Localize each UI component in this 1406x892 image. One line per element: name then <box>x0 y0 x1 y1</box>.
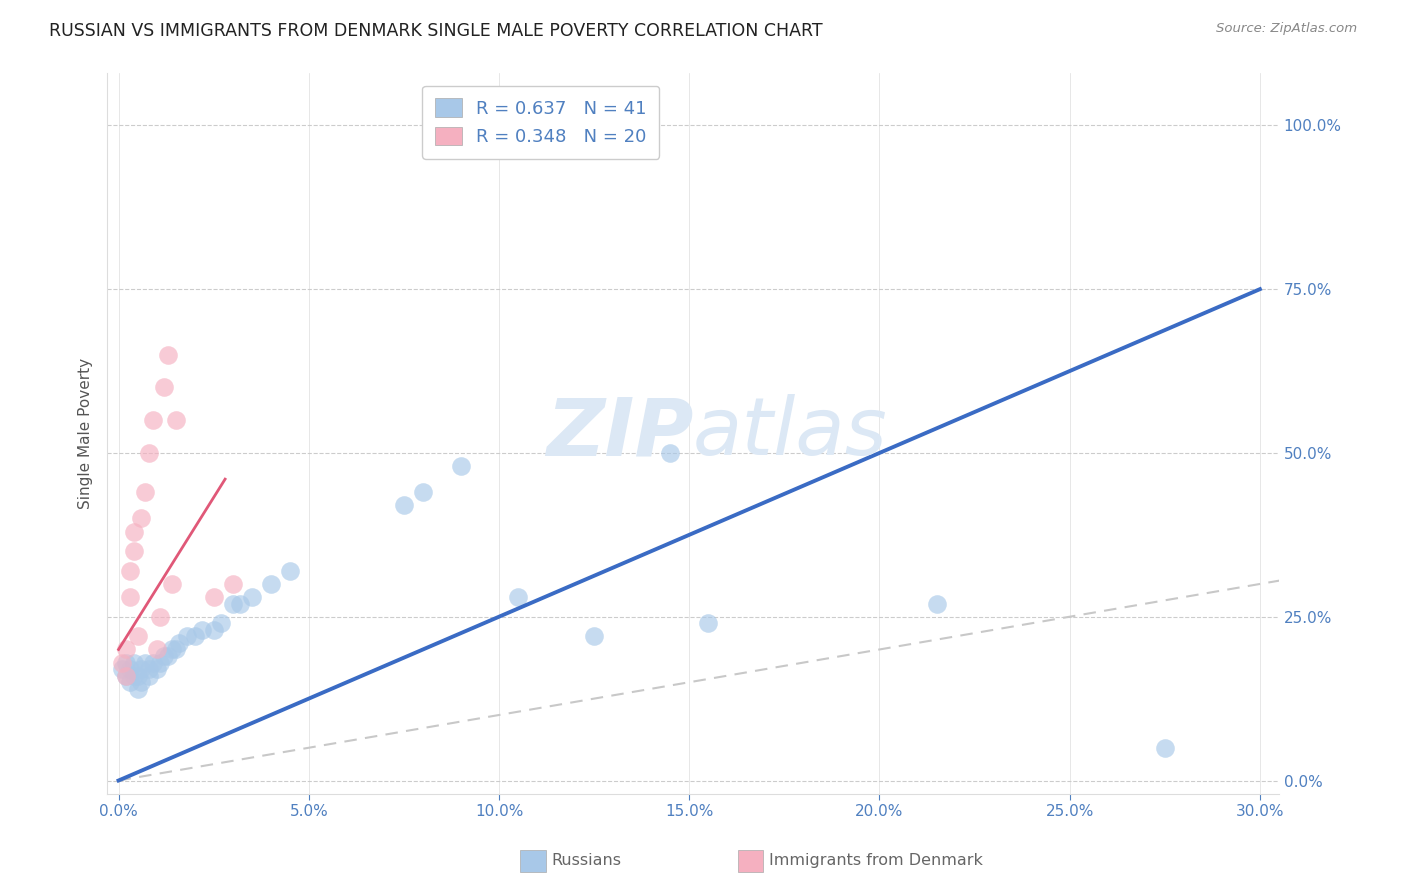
Point <box>153 648 176 663</box>
Point <box>127 681 149 696</box>
Point <box>157 648 180 663</box>
Point <box>138 446 160 460</box>
Point <box>202 590 225 604</box>
Point <box>149 609 172 624</box>
Y-axis label: Single Male Poverty: Single Male Poverty <box>79 358 93 508</box>
Point <box>260 577 283 591</box>
Point <box>160 642 183 657</box>
Point <box>118 590 141 604</box>
Point <box>659 446 682 460</box>
Point <box>229 597 252 611</box>
Point <box>176 629 198 643</box>
Legend: R = 0.637   N = 41, R = 0.348   N = 20: R = 0.637 N = 41, R = 0.348 N = 20 <box>422 86 659 159</box>
Point <box>183 629 205 643</box>
Point <box>145 662 167 676</box>
Text: Immigrants from Denmark: Immigrants from Denmark <box>769 854 983 868</box>
Point <box>118 675 141 690</box>
Text: ZIP: ZIP <box>546 394 693 472</box>
Point <box>122 544 145 558</box>
Point <box>138 668 160 682</box>
Point <box>583 629 606 643</box>
Point <box>115 668 138 682</box>
Point <box>115 656 138 670</box>
Point <box>165 642 187 657</box>
Point <box>122 668 145 682</box>
Text: atlas: atlas <box>693 394 887 472</box>
Point <box>169 636 191 650</box>
Point <box>202 623 225 637</box>
Point <box>127 629 149 643</box>
Point <box>191 623 214 637</box>
Point <box>165 413 187 427</box>
Text: RUSSIAN VS IMMIGRANTS FROM DENMARK SINGLE MALE POVERTY CORRELATION CHART: RUSSIAN VS IMMIGRANTS FROM DENMARK SINGL… <box>49 22 823 40</box>
Point <box>131 675 153 690</box>
Point <box>134 485 156 500</box>
Point <box>222 577 245 591</box>
Text: Russians: Russians <box>551 854 621 868</box>
Point <box>134 656 156 670</box>
Point <box>145 642 167 657</box>
Point <box>118 662 141 676</box>
Point <box>111 656 134 670</box>
Point <box>222 597 245 611</box>
Point <box>412 485 434 500</box>
Point <box>1153 740 1175 755</box>
Point <box>111 662 134 676</box>
Point <box>142 656 165 670</box>
Point <box>131 511 153 525</box>
Point <box>122 656 145 670</box>
Point <box>127 668 149 682</box>
Point <box>131 662 153 676</box>
Point <box>122 524 145 539</box>
Point <box>392 499 415 513</box>
Point <box>153 380 176 394</box>
Point <box>157 348 180 362</box>
Point <box>142 413 165 427</box>
Point <box>149 656 172 670</box>
Point <box>450 458 472 473</box>
Point <box>115 668 138 682</box>
Point <box>160 577 183 591</box>
Point <box>278 564 301 578</box>
Point <box>240 590 263 604</box>
Point <box>925 597 948 611</box>
Point <box>697 616 720 631</box>
Point <box>118 564 141 578</box>
Point <box>209 616 232 631</box>
Point <box>138 662 160 676</box>
Point <box>115 642 138 657</box>
Text: Source: ZipAtlas.com: Source: ZipAtlas.com <box>1216 22 1357 36</box>
Point <box>506 590 529 604</box>
